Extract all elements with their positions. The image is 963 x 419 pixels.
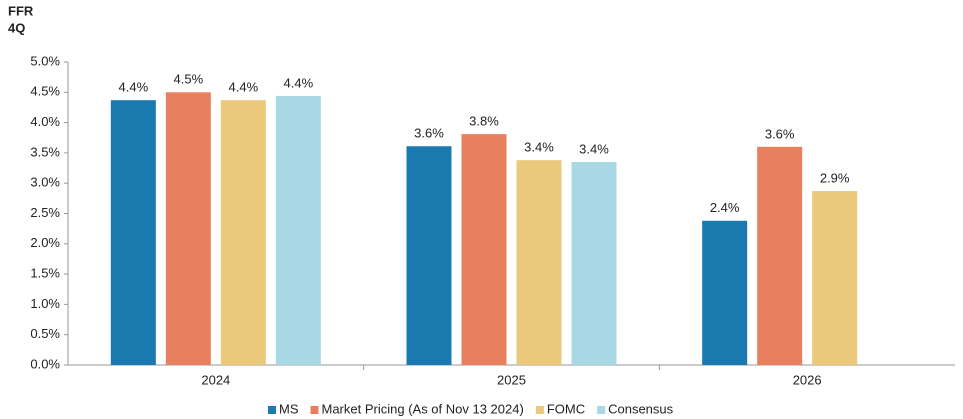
legend-swatch [310, 406, 319, 414]
y-tick-label: 2.0% [30, 235, 60, 250]
y-tick-label: 1.0% [30, 296, 60, 311]
bar [110, 100, 156, 365]
y-tick-label: 0.5% [30, 326, 60, 341]
y-tick-label: 3.0% [30, 175, 60, 190]
x-tick-label: 2026 [793, 372, 822, 387]
y-tick-label: 3.5% [30, 144, 60, 159]
y-tick-label: 4.0% [30, 114, 60, 129]
data-label: 4.4% [119, 80, 149, 95]
bar [516, 160, 562, 365]
y-tick-label: 4.5% [30, 84, 60, 99]
bar [571, 161, 617, 365]
data-label: 3.4% [524, 140, 554, 155]
chart-subtitle: 4Q [8, 20, 25, 35]
y-tick-label: 2.5% [30, 205, 60, 220]
legend-label: Market Pricing (As of Nov 13 2024) [322, 401, 524, 416]
bar [757, 146, 803, 365]
legend-swatch [268, 406, 276, 414]
legend-label: MS [279, 401, 299, 416]
x-tick-label: 2025 [497, 372, 526, 387]
y-tick-label: 1.5% [30, 266, 60, 281]
data-label: 3.4% [579, 141, 609, 156]
legend-swatch [535, 406, 544, 414]
bar [275, 95, 321, 365]
data-label: 3.6% [765, 126, 795, 141]
y-tick-label: 5.0% [30, 53, 60, 68]
bar [461, 134, 507, 365]
bar [812, 191, 858, 365]
data-label: 2.4% [710, 200, 740, 215]
y-tick-label: 0.0% [30, 356, 60, 371]
bar [165, 92, 211, 366]
legend-label: FOMC [547, 401, 585, 416]
x-tick-label: 2024 [201, 372, 230, 387]
data-label: 4.5% [174, 72, 204, 87]
bar [406, 146, 452, 365]
legend-label: Consensus [608, 401, 674, 416]
data-label: 4.4% [229, 80, 259, 95]
bar [702, 220, 748, 365]
data-label: 3.8% [469, 114, 499, 129]
data-label: 4.4% [284, 75, 314, 90]
legend-swatch [597, 406, 606, 414]
data-label: 3.6% [414, 126, 444, 141]
bar [220, 100, 266, 365]
chart-title: FFR [8, 3, 34, 18]
data-label: 2.9% [820, 171, 850, 186]
